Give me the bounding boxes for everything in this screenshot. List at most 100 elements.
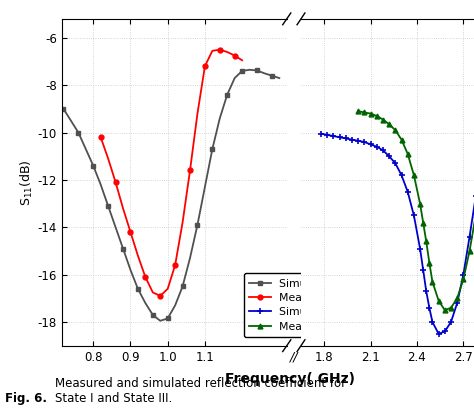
Simulated State-I [269,73,275,78]
Simulated State-III [436,331,441,336]
Measured State-I [105,156,111,161]
Measured State-I [172,263,178,268]
Measured State-I [195,111,201,116]
Simulated State-III [442,329,447,334]
Line: Simulated State-I: Simulated State-I [61,67,282,323]
Measured State-I [157,293,163,298]
Simulated State-III [392,161,398,166]
Simulated State-I [143,300,148,305]
Simulated State-III [318,131,324,136]
Simulated State-III [455,300,460,305]
Measured State-III [362,110,367,115]
Measured State-III [473,213,474,218]
Simulated State-I [195,222,201,228]
Measured State-III [399,137,404,142]
Simulated State-III [380,148,386,153]
Measured State-III [411,173,417,178]
Simulated State-I [105,204,111,209]
Simulated State-I [150,313,155,318]
Measured State-I [128,230,133,235]
Measured State-III [448,305,454,310]
Simulated State-I [210,147,215,152]
Legend: Simulated State-I, Measured State-I, Simulated State-III, Measured State-III: Simulated State-I, Measured State-I, Sim… [244,273,386,337]
Measured State-I [98,135,103,140]
Measured State-III [374,114,380,119]
Simulated State-I [135,286,141,291]
Simulated State-III [423,289,429,294]
Measured State-III [442,308,447,313]
Measured State-I [210,48,215,53]
Measured State-I [143,274,148,279]
Measured State-I [239,58,245,63]
Simulated State-I [98,182,103,187]
Measured State-III [427,260,432,265]
Simulated State-III [386,154,392,159]
Simulated State-III [324,132,330,137]
Line: Simulated State-III: Simulated State-III [318,42,474,337]
Text: //: // [290,351,298,364]
Simulated State-III [356,138,361,143]
Measured State-III [368,111,374,116]
Simulated State-I [61,106,66,111]
Simulated State-I [128,267,133,272]
Measured State-III [436,298,441,303]
Simulated State-I [187,256,193,261]
Measured State-III [356,109,361,114]
Simulated State-III [429,319,435,324]
Simulated State-I [224,92,230,97]
Simulated State-III [427,305,432,310]
Simulated State-I [91,163,96,168]
Y-axis label: S$_{11}$(dB): S$_{11}$(dB) [18,159,35,206]
Measured State-I [113,180,118,185]
Measured State-III [461,277,466,282]
Measured State-I [224,49,230,54]
Measured State-I [135,253,141,258]
Simulated State-III [374,144,380,149]
Simulated State-I [232,75,237,80]
Measured State-I [217,47,223,52]
Simulated State-I [113,225,118,230]
Measured State-I [202,64,208,69]
Simulated State-I [75,130,81,135]
Measured State-III [417,201,423,206]
Measured State-I [180,220,185,225]
Text: Measured and simulated reflection coefficient for
State I and State III.: Measured and simulated reflection coeffi… [55,377,346,405]
Simulated State-III [349,137,355,142]
Simulated State-III [337,135,343,140]
Measured State-III [405,151,410,156]
Measured State-III [386,122,392,127]
Simulated State-III [399,173,404,178]
Simulated State-I [68,118,74,123]
Simulated State-I [180,284,185,289]
Simulated State-III [368,142,374,147]
Simulated State-I [165,316,171,321]
Text: Fig. 6.: Fig. 6. [5,392,47,405]
Measured State-III [380,117,386,122]
Simulated State-I [246,67,252,72]
Measured State-III [429,279,435,284]
Line: Measured State-I: Measured State-I [98,47,245,298]
Simulated State-I [83,147,89,152]
Simulated State-III [461,272,466,277]
Text: Frequency( GHz): Frequency( GHz) [225,372,356,386]
Simulated State-I [239,68,245,73]
Simulated State-III [473,194,474,199]
Measured State-III [423,239,429,244]
Simulated State-I [276,75,282,80]
Simulated State-I [120,246,126,251]
Measured State-I [165,286,171,291]
Simulated State-III [411,213,417,218]
Measured State-I [187,168,193,173]
Simulated State-III [405,189,410,194]
Simulated State-III [343,136,349,141]
Measured State-I [232,53,237,58]
Measured State-I [150,290,155,295]
Simulated State-I [217,116,223,121]
Measured State-III [420,220,426,225]
Simulated State-I [157,318,163,323]
Measured State-I [120,206,126,211]
Simulated State-III [331,134,337,139]
Measured State-III [455,296,460,301]
Simulated State-III [467,234,473,239]
Simulated State-III [417,246,423,251]
